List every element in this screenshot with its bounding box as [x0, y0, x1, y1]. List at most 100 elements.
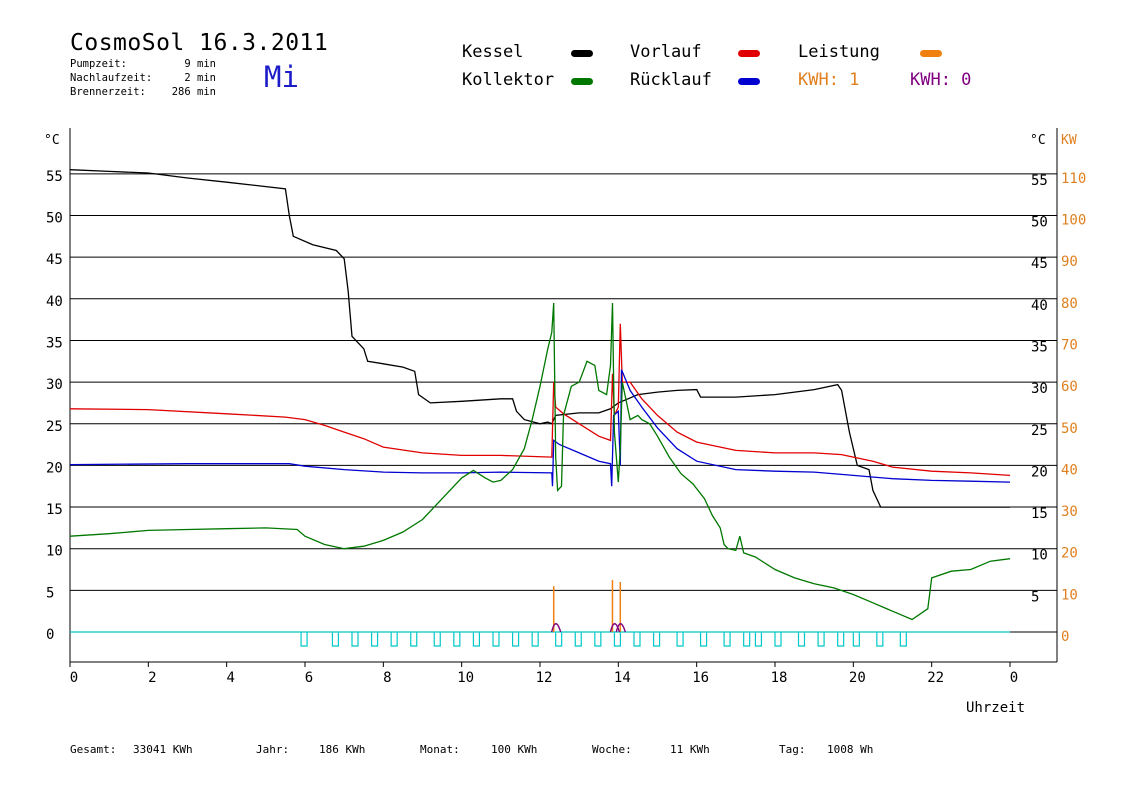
pump-marker [797, 632, 806, 647]
x-tick-label: 4 [226, 670, 234, 686]
gridlines [70, 173, 1057, 591]
pump-marker [351, 632, 359, 647]
legend-kollektor-swatch [571, 78, 593, 85]
y-right-tick-label: 5 [1031, 589, 1039, 605]
x-tick-label: 14 [614, 670, 631, 686]
pump-marker [410, 632, 418, 647]
footer-gesamt-label: Gesamt: [70, 743, 117, 756]
weekday-label: Mi [264, 60, 299, 94]
x-axis-label: Uhrzeit [966, 700, 1026, 716]
y-left-tick-label: 10 [46, 544, 63, 560]
legend-ruecklauf-swatch [738, 78, 760, 85]
y-right-tick-label: 25 [1031, 423, 1048, 439]
y-right-tick-label: 45 [1031, 256, 1048, 272]
y-left-tick-label: 35 [46, 335, 63, 351]
x-tick-label: 18 [771, 670, 788, 686]
legend-kollektor-label: Kollektor [462, 70, 555, 90]
pump-marker [743, 632, 751, 647]
footer-woche-value: 11 KWh [670, 743, 710, 756]
legend-vorlauf-swatch [738, 50, 760, 57]
y-left-tick-label: 55 [46, 169, 63, 185]
pump-marker [676, 632, 684, 647]
pump-marker [613, 632, 622, 647]
pump-marker [852, 632, 860, 647]
pump-marker [817, 632, 825, 647]
y-kw-tick-label: 30 [1061, 504, 1078, 520]
footer-woche-label: Woche: [592, 743, 632, 756]
pump-marker [390, 632, 398, 647]
y-kw-tick-label: 20 [1061, 546, 1078, 562]
axes [69, 128, 1058, 667]
y-kw-tick-label: 70 [1061, 337, 1078, 353]
y-right-tick-label: 30 [1031, 381, 1048, 397]
legend-kwh1-label: KWH: 1 [798, 70, 860, 90]
pump-marker [699, 632, 708, 647]
x-tick-label: 0 [70, 670, 78, 686]
pump-marker [433, 632, 441, 647]
info-nachlaufzeit: Nachlaufzeit: 2 min [70, 72, 216, 84]
x-tick-label: 20 [849, 670, 866, 686]
x-tick-label: 10 [457, 670, 474, 686]
right-axis-unit-kw: KW [1061, 133, 1077, 148]
y-kw-tick-label: 50 [1061, 421, 1078, 437]
legend-leistung-label: Leistung [798, 42, 880, 62]
y-left-tick-label: 25 [46, 419, 63, 435]
info-brennerzeit: Brennerzeit: 286 min [70, 86, 216, 98]
x-tick-label: 8 [383, 670, 391, 686]
pump-marker [370, 632, 379, 647]
x-tick-label: 12 [536, 670, 553, 686]
y-left-tick-label: 0 [46, 627, 54, 643]
kwh-bump [550, 623, 562, 633]
series-line-rcklauf [69, 369, 1011, 487]
y-kw-tick-label: 60 [1061, 379, 1078, 395]
y-kw-tick-label: 10 [1061, 587, 1078, 603]
y-right-tick-label: 35 [1031, 339, 1048, 355]
y-left-tick-label: 5 [46, 585, 54, 601]
pump-marker [531, 632, 539, 647]
chart-title: CosmoSol 16.3.2011 [70, 30, 329, 56]
pump-marker [633, 632, 641, 647]
x-tick-label: 6 [305, 670, 313, 686]
pump-marker [652, 632, 661, 647]
footer-jahr-value: 186 KWh [319, 743, 366, 756]
footer-monat-value: 100 KWh [491, 743, 538, 756]
y-kw-tick-label: 0 [1061, 629, 1069, 645]
series-line-vorlauf [69, 323, 1011, 477]
pump-marker [453, 632, 461, 647]
info-pumpzeit: Pumpzeit: 9 min [70, 58, 216, 70]
pump-marker [754, 632, 763, 647]
y-kw-tick-label: 110 [1061, 171, 1086, 187]
y-right-tick-label: 15 [1031, 506, 1048, 522]
footer-tag-label: Tag: [779, 743, 806, 756]
info-value: 9 min [184, 58, 216, 70]
y-kw-tick-label: 90 [1061, 254, 1078, 270]
y-right-tick-label: 40 [1031, 298, 1048, 314]
info-value: 2 min [184, 72, 216, 84]
pump-marker [472, 632, 481, 647]
info-value: 286 min [171, 86, 216, 98]
pump-marker [492, 632, 500, 647]
tick-labels: 0 2 4 6 8 10 12 14 16 18 20 22 005101520253035404550… [46, 169, 1086, 686]
footer-tag-value: 1008 Wh [827, 743, 874, 756]
pump-marker [300, 632, 308, 647]
y-kw-tick-label: 80 [1061, 296, 1078, 312]
y-kw-tick-label: 40 [1061, 462, 1078, 478]
legend-kessel-label: Kessel [462, 42, 524, 62]
legend-kessel-swatch [571, 50, 593, 57]
info-label: Pumpzeit: [70, 58, 127, 70]
pump-marker [594, 632, 602, 647]
y-left-tick-label: 30 [46, 377, 63, 393]
pump-marker [774, 632, 782, 647]
y-left-tick-label: 50 [46, 211, 63, 227]
pump-marker [899, 632, 907, 647]
legend-ruecklauf-label: Rücklauf [630, 70, 712, 90]
footer-gesamt-value: 33041 KWh [133, 743, 193, 756]
y-right-tick-label: 10 [1031, 548, 1048, 564]
series-lines [69, 169, 1011, 647]
y-left-tick-label: 45 [46, 252, 63, 268]
legend-kwh0-label: KWH: 0 [910, 70, 972, 90]
pump-marker [723, 632, 731, 647]
info-label: Brennerzeit: [70, 86, 146, 98]
footer-jahr-label: Jahr: [256, 743, 290, 756]
pump-marker [876, 632, 884, 647]
